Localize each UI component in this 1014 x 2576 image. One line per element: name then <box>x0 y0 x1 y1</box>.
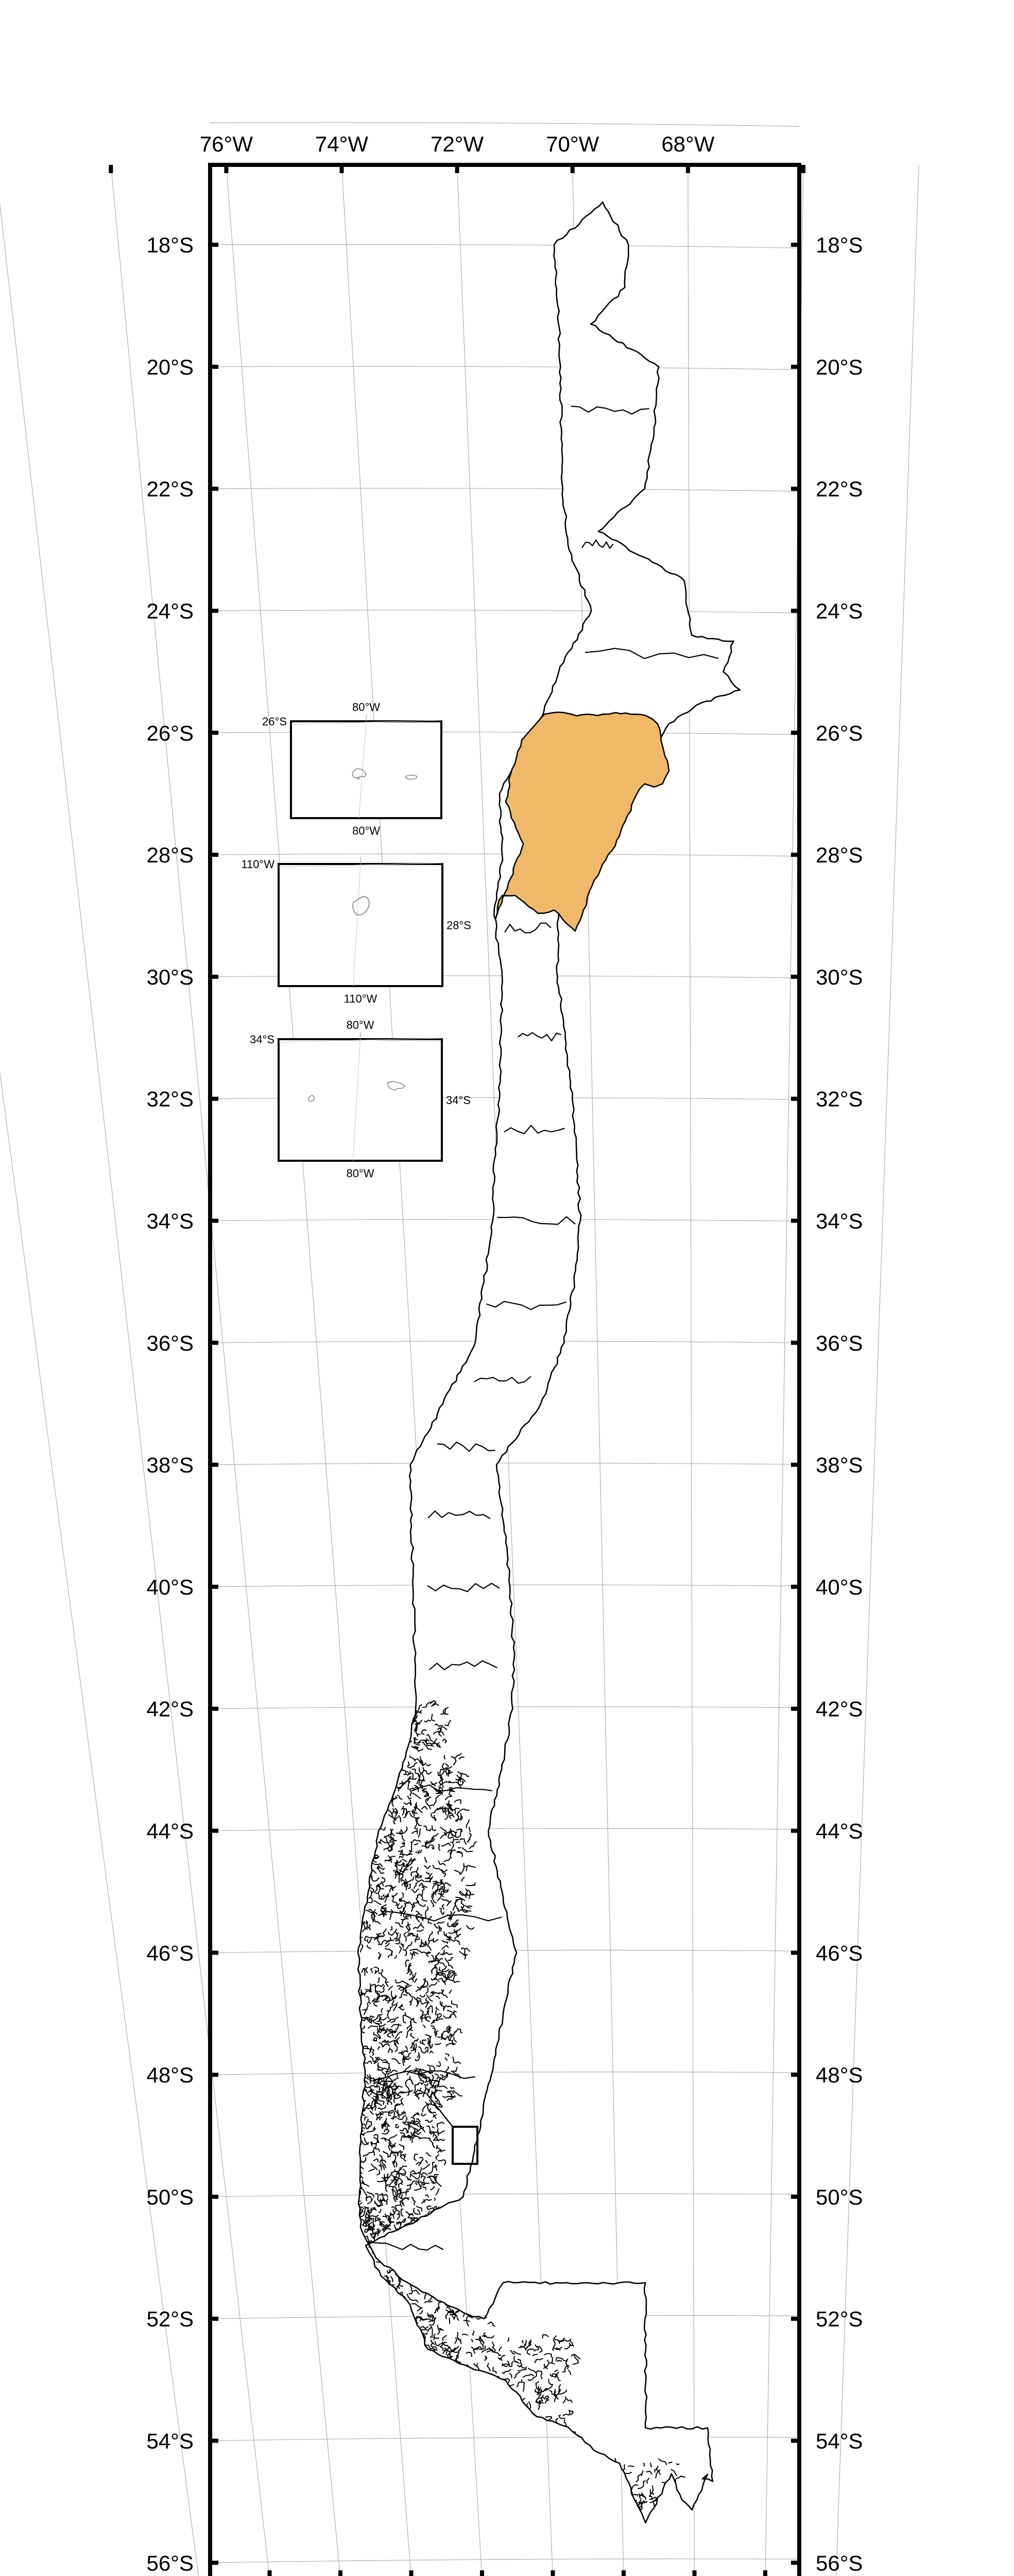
svg-text:56°S: 56°S <box>146 2551 194 2575</box>
svg-text:80°W: 80°W <box>346 1167 374 1180</box>
svg-text:34°S: 34°S <box>816 1209 863 1233</box>
svg-text:54°S: 54°S <box>146 2429 194 2453</box>
svg-text:68°W: 68°W <box>661 132 715 156</box>
svg-text:44°S: 44°S <box>816 1819 863 1843</box>
svg-text:52°S: 52°S <box>816 2307 863 2331</box>
svg-text:70°W: 70°W <box>546 132 599 156</box>
svg-text:40°S: 40°S <box>146 1575 194 1599</box>
svg-text:30°S: 30°S <box>146 965 194 989</box>
svg-text:46°S: 46°S <box>816 1941 863 1965</box>
svg-text:46°S: 46°S <box>146 1941 194 1965</box>
svg-text:54°S: 54°S <box>816 2429 863 2453</box>
svg-text:42°S: 42°S <box>146 1697 194 1721</box>
svg-text:24°S: 24°S <box>146 599 194 623</box>
svg-text:30°S: 30°S <box>816 965 863 989</box>
svg-text:20°S: 20°S <box>816 355 863 379</box>
svg-text:76°W: 76°W <box>200 132 253 156</box>
svg-text:36°S: 36°S <box>816 1331 863 1355</box>
svg-text:34°S: 34°S <box>250 1033 274 1046</box>
svg-text:50°S: 50°S <box>146 2185 194 2209</box>
svg-text:40°S: 40°S <box>816 1575 863 1599</box>
svg-text:38°S: 38°S <box>816 1453 863 1477</box>
svg-text:26°S: 26°S <box>816 721 863 745</box>
svg-text:48°S: 48°S <box>146 2063 194 2087</box>
svg-text:44°S: 44°S <box>146 1819 194 1843</box>
svg-text:32°S: 32°S <box>816 1087 863 1111</box>
svg-text:28°S: 28°S <box>816 843 863 867</box>
svg-text:22°S: 22°S <box>146 477 194 501</box>
svg-text:18°S: 18°S <box>816 233 863 257</box>
svg-text:52°S: 52°S <box>146 2307 194 2331</box>
svg-text:110°W: 110°W <box>241 858 274 871</box>
svg-text:26°S: 26°S <box>262 715 287 728</box>
svg-text:42°S: 42°S <box>816 1697 863 1721</box>
svg-text:80°W: 80°W <box>352 701 380 714</box>
svg-text:20°S: 20°S <box>146 355 194 379</box>
svg-text:28°S: 28°S <box>446 919 471 932</box>
svg-text:50°S: 50°S <box>816 2185 863 2209</box>
svg-text:36°S: 36°S <box>146 1331 194 1355</box>
svg-text:72°W: 72°W <box>431 132 484 156</box>
svg-text:18°S: 18°S <box>146 233 194 257</box>
svg-text:34°S: 34°S <box>446 1094 471 1107</box>
svg-text:110°W: 110°W <box>344 992 377 1005</box>
svg-text:80°W: 80°W <box>352 824 380 837</box>
svg-text:74°W: 74°W <box>315 132 369 156</box>
svg-text:28°S: 28°S <box>146 843 194 867</box>
svg-text:48°S: 48°S <box>816 2063 863 2087</box>
svg-text:38°S: 38°S <box>146 1453 194 1477</box>
svg-text:24°S: 24°S <box>816 599 863 623</box>
svg-text:34°S: 34°S <box>146 1209 194 1233</box>
svg-text:22°S: 22°S <box>816 477 863 501</box>
svg-text:80°W: 80°W <box>346 1019 374 1031</box>
svg-text:26°S: 26°S <box>146 721 194 745</box>
svg-text:56°S: 56°S <box>816 2551 863 2575</box>
svg-text:32°S: 32°S <box>146 1087 194 1111</box>
